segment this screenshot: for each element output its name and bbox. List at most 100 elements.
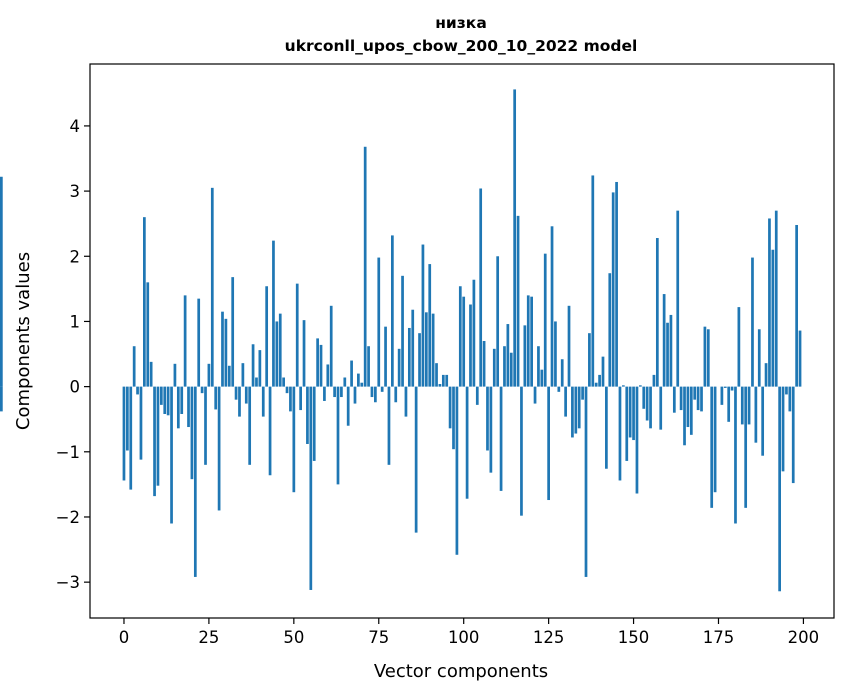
bar-167 <box>689 386 693 435</box>
bar-127 <box>554 321 557 387</box>
x-tick-label-50: 50 <box>283 628 304 647</box>
chart-title-line-1: низка <box>435 14 487 32</box>
bar-undefined <box>0 176 3 387</box>
bar-102 <box>469 304 472 387</box>
y-tick-label--2: −2 <box>56 508 80 527</box>
bar-2 <box>129 386 133 490</box>
y-tick-label-1: 1 <box>70 312 81 331</box>
bar-122 <box>537 346 540 387</box>
bar-186 <box>754 386 758 443</box>
bar-101 <box>465 386 469 499</box>
bar-123 <box>540 369 544 387</box>
bar-99 <box>458 286 462 387</box>
bar-67 <box>350 360 353 387</box>
bar-1 <box>126 386 129 451</box>
bar-172 <box>706 329 710 387</box>
bar-191 <box>771 249 775 387</box>
bar-109 <box>492 348 496 387</box>
bar-54 <box>306 386 309 444</box>
bar-50 <box>292 386 296 493</box>
bar-51 <box>295 283 299 387</box>
bar-150 <box>632 386 635 441</box>
bar-168 <box>693 386 697 400</box>
bar-162 <box>672 386 676 413</box>
bar-36 <box>244 386 248 404</box>
bar-121 <box>533 386 537 404</box>
bar-87 <box>418 333 421 387</box>
x-tick-label-0: 0 <box>119 628 130 647</box>
bar-47 <box>282 377 285 387</box>
bar-92 <box>435 363 438 387</box>
bar-70 <box>360 382 364 387</box>
bar-22 <box>197 298 201 387</box>
bar-64 <box>340 386 343 398</box>
bar-68 <box>353 386 357 404</box>
bar-106 <box>482 341 486 387</box>
bar-88 <box>421 244 425 387</box>
bar-149 <box>628 386 632 438</box>
bar-77 <box>384 326 387 387</box>
bar-44 <box>272 240 275 387</box>
bar-65 <box>343 377 347 387</box>
bar-154 <box>645 386 649 421</box>
bar-137 <box>588 333 591 387</box>
bar-63 <box>336 386 340 485</box>
bar-83 <box>404 386 408 417</box>
bar-19 <box>187 386 190 428</box>
bar-173 <box>710 386 714 508</box>
bar-25 <box>207 363 211 387</box>
bar-170 <box>700 386 703 412</box>
bar-42 <box>265 286 269 387</box>
bar-6 <box>143 217 146 387</box>
bar-34 <box>238 386 241 417</box>
bar-71 <box>363 146 367 387</box>
bar-110 <box>496 256 500 387</box>
bar-161 <box>669 314 673 387</box>
bar-97 <box>452 386 455 450</box>
bar-111 <box>499 386 503 491</box>
bar-10 <box>156 386 160 486</box>
bar-188 <box>761 386 765 456</box>
bar-143 <box>608 273 612 387</box>
y-tick-label--1: −1 <box>56 443 80 462</box>
bar-57 <box>316 338 319 387</box>
bar-198 <box>795 224 798 387</box>
bar-28 <box>217 386 221 511</box>
bar-115 <box>513 89 517 387</box>
bar-120 <box>530 296 533 387</box>
bar-55 <box>309 386 313 590</box>
bar-16 <box>176 386 180 429</box>
y-tick-label-3: 3 <box>70 182 81 201</box>
bar-31 <box>227 365 231 387</box>
bar-182 <box>740 386 744 425</box>
bar-124 <box>543 253 547 387</box>
bar-194 <box>781 386 785 472</box>
bar-94 <box>441 374 445 387</box>
bar-100 <box>462 296 466 387</box>
bar-177 <box>723 386 727 388</box>
bar-73 <box>370 386 374 398</box>
bar-103 <box>472 279 476 387</box>
bar-148 <box>625 386 629 461</box>
bar-35 <box>241 363 245 387</box>
bar-15 <box>173 363 177 387</box>
bar-164 <box>679 386 683 411</box>
bar-158 <box>659 386 663 430</box>
bar-49 <box>289 386 292 412</box>
bar-156 <box>652 374 656 387</box>
bar-136 <box>584 386 588 577</box>
x-tick-label-125: 125 <box>533 628 565 647</box>
bar-52 <box>299 386 302 411</box>
bar-176 <box>720 386 724 405</box>
y-tick-label-0: 0 <box>70 378 81 397</box>
bars-group <box>0 89 802 592</box>
bar-21 <box>193 386 197 577</box>
bar-40 <box>258 350 262 387</box>
bar-118 <box>523 325 527 387</box>
bar-69 <box>357 373 360 387</box>
x-tick-label-200: 200 <box>788 628 820 647</box>
bar-119 <box>526 295 530 387</box>
bar-171 <box>703 326 707 387</box>
bar-95 <box>445 374 449 387</box>
